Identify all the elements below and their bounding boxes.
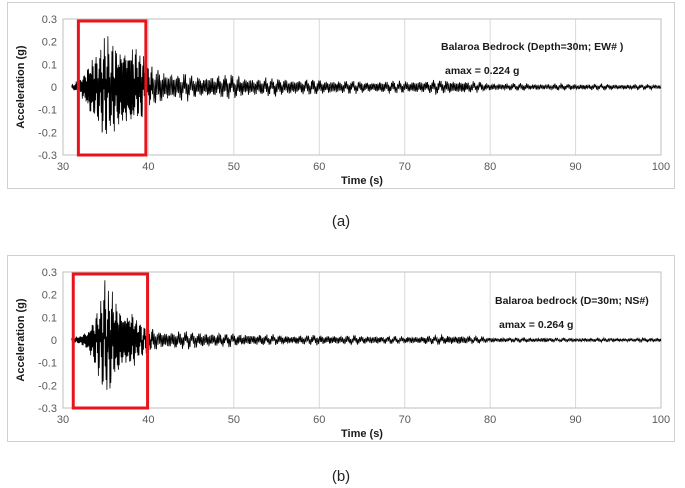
- y-tick-label: -0.3: [38, 403, 57, 415]
- y-tick-label: 0.1: [42, 59, 57, 71]
- plot-area-border: [62, 18, 662, 156]
- x-tick-label: 90: [569, 414, 581, 426]
- y-tick-label: 0.2: [42, 37, 57, 49]
- x-tick-label: 60: [313, 161, 325, 173]
- accelerogram-chart-b: 0.3 0.2 0.1 0 -0.1 -0.2 -0.330 40 50 60 70 80 90 100 T…: [15, 267, 670, 440]
- record-annotation: Balaroa Bedrock (Depth=30m; EW# ): [441, 41, 623, 53]
- y-tick-label: -0.2: [38, 127, 57, 139]
- y-tick-label: -0.1: [38, 105, 57, 117]
- chart-panel-b: 0.3 0.2 0.1 0 -0.1 -0.2 -0.3 30 40 50 60 70 80 90 100 T…: [7, 255, 675, 442]
- y-axis-title: Acceleration (g): [15, 45, 27, 128]
- y-tick-label: -0.2: [38, 380, 57, 392]
- y-tick-label: 0.1: [42, 312, 57, 324]
- x-tick-label: 40: [142, 414, 154, 426]
- x-tick-label: 80: [484, 161, 496, 173]
- x-tick-label: 70: [399, 414, 411, 426]
- x-tick-label: 50: [228, 161, 240, 173]
- x-tick-label: 40: [142, 161, 154, 173]
- y-tick-label: 0: [51, 82, 57, 94]
- y-tick-label: 0: [51, 335, 57, 347]
- x-tick-label: 100: [652, 414, 670, 426]
- x-tick-label: 70: [399, 161, 411, 173]
- x-tick-label: 100: [652, 161, 670, 173]
- y-tick-label: -0.3: [38, 150, 57, 162]
- acceleration-series-line: [71, 36, 662, 134]
- record-annotation: Balaroa bedrock (D=30m; NS#): [495, 295, 649, 307]
- x-tick-label: 80: [484, 414, 496, 426]
- x-tick-label: 60: [313, 414, 325, 426]
- pga-annotation: amax = 0.224 g: [445, 65, 519, 77]
- x-axis-title: Time (s): [341, 428, 383, 440]
- x-tick-label: 90: [569, 161, 581, 173]
- y-tick-label: 0.2: [42, 290, 57, 302]
- acceleration-series-line: [71, 280, 662, 390]
- accelerogram-chart-a: 0.3 0.2 0.1 0 -0.1 -0.2 -0.330 40 50 60 70 80 90 100 T…: [15, 14, 670, 187]
- y-tick-label: 0.3: [42, 267, 57, 279]
- x-tick-label: 30: [57, 414, 69, 426]
- y-tick-label: 0.3: [42, 14, 57, 26]
- strong-motion-highlight-box: [71, 272, 150, 410]
- y-axis-title: Acceleration (g): [15, 298, 27, 381]
- pga-annotation: amax = 0.264 g: [499, 319, 573, 331]
- caption-a: (a): [331, 213, 351, 230]
- chart-panel-a: 0.3 0.2 0.1 0 -0.1 -0.2 -0.3 30 40 50 60 70 80 90 100 T…: [7, 2, 675, 189]
- x-axis-title: Time (s): [341, 175, 383, 187]
- x-tick-label: 30: [57, 161, 69, 173]
- strong-motion-highlight-box: [76, 19, 148, 157]
- caption-b: (b): [331, 468, 351, 485]
- y-tick-label: -0.1: [38, 358, 57, 370]
- x-tick-label: 50: [228, 414, 240, 426]
